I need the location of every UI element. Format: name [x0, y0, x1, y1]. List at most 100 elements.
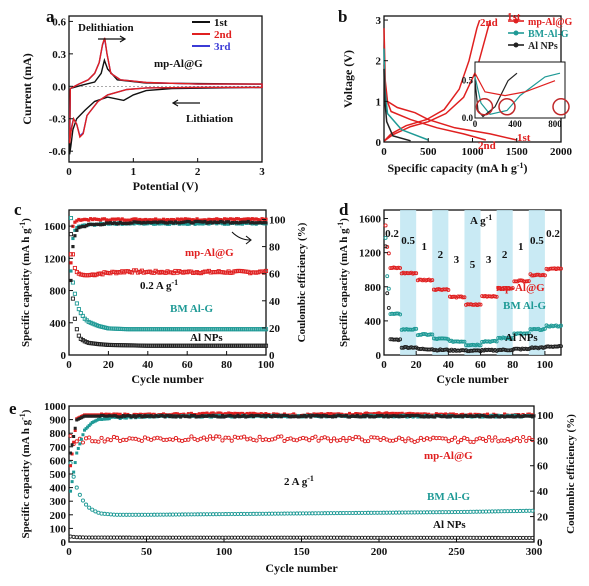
ce-point-CE-mp-Al-G — [448, 412, 452, 416]
capacity-point-mp-Al-G — [514, 435, 520, 441]
y-tick-label-b: 2 — [376, 56, 382, 68]
ce-point-CE-Al-NPs — [145, 414, 148, 418]
ce-point-CE-Al-NPs — [134, 220, 138, 224]
ce-point-CE-Al-NPs — [444, 415, 448, 419]
ce-point-CE-Al-NPs — [437, 414, 441, 418]
inset-curve-al — [474, 72, 518, 118]
ce-point-CE-Al-NPs — [267, 413, 271, 417]
y-axis-title-d-end: ) — [338, 218, 350, 222]
ce-point-CE-mp-Al-G — [96, 217, 101, 222]
ce-point-CE-Al-NPs — [118, 415, 122, 419]
ce-point-CE-Al-NPs — [86, 414, 90, 418]
rate-point-BM-Al-G — [525, 331, 530, 336]
capacity-point-mp-Al-G — [505, 437, 510, 442]
ce-point-CE-Al-NPs — [152, 415, 156, 419]
ce-point-CE-Al-NPs — [132, 414, 136, 418]
ce-point-CE-mp-Al-G — [468, 412, 472, 416]
ce-point-CE-mp-Al-G — [326, 412, 330, 416]
y-tick-label-d: 800 — [365, 282, 382, 294]
y-tick-label-e: 700 — [50, 442, 67, 454]
ce-point-CE-mp-Al-G — [397, 411, 401, 415]
cv-curve-1st — [68, 57, 263, 155]
ce-point-CE-Al-NPs — [289, 415, 293, 419]
ce-point-CE-Al-NPs — [425, 414, 429, 418]
ce-point-CE-Al-NPs — [380, 413, 384, 417]
ce-point-CE-Al-NPs — [307, 413, 311, 417]
ce-point-CE-BM-Al-G — [217, 413, 221, 417]
ce-point-CE-Al-NPs — [408, 414, 412, 418]
ce-point-CE-Al-NPs — [102, 222, 107, 226]
ce-point-CE-BM-Al-G — [92, 420, 96, 424]
capacity-point-mp-Al-G — [400, 436, 405, 442]
ce-point-CE-mp-Al-G — [352, 413, 356, 417]
ce-point-CE-Al-NPs — [496, 415, 500, 419]
rate-point-Al-NPs — [557, 343, 562, 348]
x-tick-label-c: 60 — [182, 359, 194, 371]
ce-point-CE-Al-NPs — [93, 222, 97, 227]
capacity-point-Al-NPs — [70, 296, 75, 301]
y-tick-label-d: 1600 — [359, 214, 382, 226]
ce-point-CE-BM-Al-G — [226, 222, 231, 226]
rate-point-mp-Al-G — [414, 271, 419, 276]
ce-point-CE-Al-NPs — [140, 221, 144, 225]
ce-point-CE-Al-NPs — [323, 414, 327, 418]
legend-label-first: 1st — [214, 17, 228, 29]
x-axis-title-b-main: Specific capacity (mA h g — [388, 161, 517, 175]
ce-point-CE-Al-NPs — [71, 244, 75, 249]
rate-value-label: 2 — [502, 249, 508, 261]
rate-point-mp-Al-G — [446, 287, 451, 292]
ce-point-CE-Al-NPs — [427, 415, 431, 419]
ce-point-CE-mp-Al-G — [222, 412, 226, 416]
ce-point-CE-Al-NPs — [226, 220, 231, 224]
ce-point-CE-Al-NPs — [397, 415, 401, 419]
ce-point-CE-Al-NPs — [84, 414, 88, 418]
capacity-point-mp-Al-G — [521, 434, 526, 440]
ce-point-CE-Al-NPs — [394, 414, 398, 418]
ce-point-CE-Al-NPs — [118, 220, 122, 225]
ce-point-CE-Al-NPs — [81, 224, 85, 229]
ce-point-CE-Al-NPs — [149, 414, 153, 418]
ce-point-CE-mp-Al-G — [207, 217, 211, 221]
series-label-mp: mp-Al@G — [185, 247, 234, 259]
ce-point-CE-mp-Al-G — [118, 412, 122, 416]
ce-point-CE-Al-NPs — [132, 220, 136, 224]
ce-point-CE-BM-Al-G — [107, 417, 111, 421]
y-tick-label-c: 1200 — [44, 253, 67, 265]
capacity-point-mp-Al-G — [459, 438, 464, 443]
ce-point-CE-mp-Al-G — [93, 217, 97, 221]
ce-point-CE-Al-NPs — [276, 414, 280, 418]
ce-point-CE-mp-Al-G — [230, 412, 234, 416]
ce-point-CE-mp-Al-G — [162, 412, 166, 416]
ce-point-CE-Al-NPs — [486, 415, 489, 419]
ce-point-CE-Al-NPs — [318, 414, 322, 418]
ce-point-CE-BM-Al-G — [73, 461, 77, 465]
rate-point-mp-Al-G — [430, 278, 435, 283]
x-tick-label-b: 1500 — [506, 146, 529, 158]
ce-point-CE-mp-Al-G — [329, 412, 333, 416]
ce-point-CE-mp-Al-G — [382, 412, 386, 416]
capacity-point-mp-Al-G — [313, 434, 318, 439]
ce-point-CE-mp-Al-G — [182, 412, 186, 416]
rate-value-label: 3 — [454, 254, 460, 266]
ce-point-CE-mp-Al-G — [179, 412, 183, 416]
ce-point-CE-Al-NPs — [143, 414, 147, 418]
ce-point-CE-Al-NPs — [194, 415, 198, 419]
ce-point-CE-mp-Al-G — [163, 218, 168, 222]
ce-point-CE-Al-NPs — [176, 414, 179, 418]
rate-point-BM-Al-G — [385, 274, 390, 279]
ce-point-CE-mp-Al-G — [167, 218, 172, 222]
x-tick-label-b: 500 — [420, 146, 437, 158]
ce-point-CE-Al-NPs — [77, 226, 81, 230]
ce-point-CE-Al-NPs — [193, 220, 197, 224]
ce-point-CE-Al-NPs — [236, 413, 240, 417]
ce-point-CE-Al-NPs — [126, 414, 130, 418]
ce-point-CE-BM-Al-G — [246, 221, 250, 225]
ce-point-CE-Al-NPs — [264, 221, 268, 225]
capacity-point-mp-Al-G — [195, 438, 200, 443]
ce-point-CE-mp-Al-G — [209, 217, 213, 222]
ce-point-CE-mp-Al-G — [205, 411, 209, 415]
ce-point-CE-Al-NPs — [441, 415, 445, 419]
capacity-point-mp-Al-G — [325, 436, 330, 441]
ce-point-CE-mp-Al-G — [175, 217, 179, 221]
